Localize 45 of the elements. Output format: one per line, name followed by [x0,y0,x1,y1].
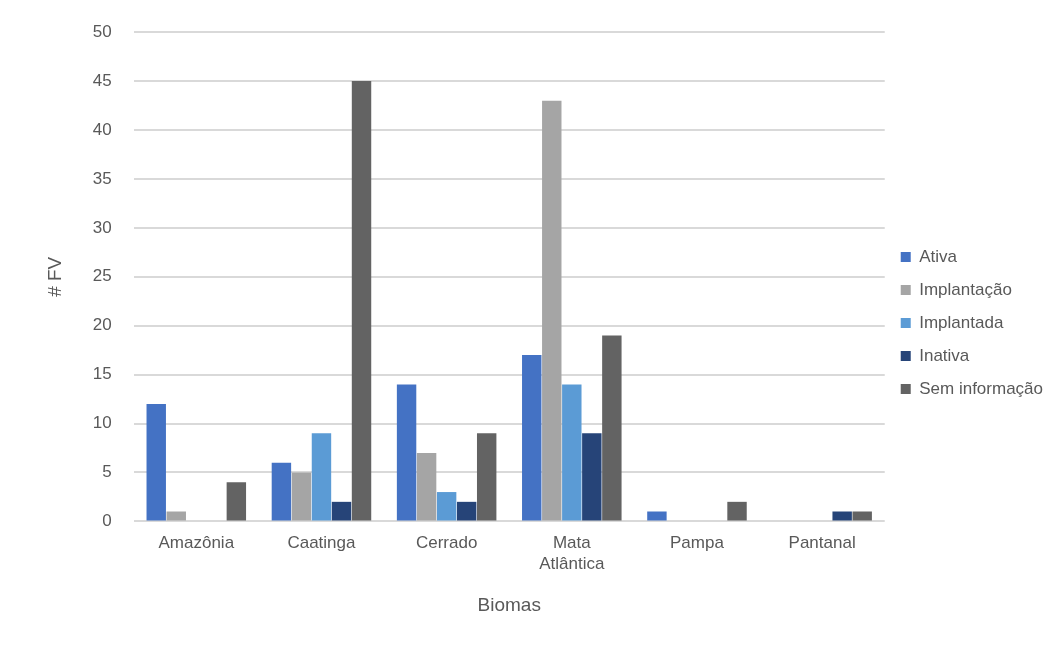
x-axis-title: Biomas [477,593,541,615]
x-tick-label: Pampa [670,533,725,553]
bar [456,501,477,521]
y-tick-label: 5 [102,462,112,482]
y-tick-label: 25 [92,266,112,286]
bar [832,511,852,521]
bar [311,433,332,521]
x-tick-label: Cerrado [415,533,478,553]
y-axis-title: # FV [43,256,65,297]
y-tick-label: 20 [92,315,112,335]
bar [351,81,372,521]
y-tick-label: 0 [102,511,112,531]
y-tick-label: 30 [92,217,112,237]
bar [582,433,602,521]
x-tick-label: Caatinga [287,533,357,553]
y-tick-label: 40 [92,119,112,139]
bar [331,501,352,521]
bar [647,511,667,521]
legend-label: Ativa [919,246,958,266]
bar [436,492,457,521]
legend-label: Inativa [919,345,970,365]
bar [226,482,247,521]
y-tick-label: 15 [92,364,112,384]
bar [476,433,497,521]
x-tick-label: Mata Atlântica [539,533,605,573]
y-tick-label: 45 [92,70,112,90]
bar [727,501,747,521]
bar [271,462,292,521]
legend-label: Implantação [919,279,1012,299]
bar [291,472,312,521]
y-tick-label: 10 [92,413,112,433]
y-tick-label: 50 [92,21,112,41]
x-tick-label: Amazônia [158,533,235,553]
bar [602,335,622,521]
bar [542,100,562,521]
y-tick-label: 35 [92,168,112,188]
legend-label: Sem informação [919,378,1044,398]
bar [146,403,166,521]
legend-label: Implantada [919,312,1004,332]
bar [562,384,582,521]
x-tick-label: Pantanal [788,533,856,553]
bar [522,355,542,521]
bar [416,452,437,521]
bar [396,384,417,521]
bar [852,511,872,521]
